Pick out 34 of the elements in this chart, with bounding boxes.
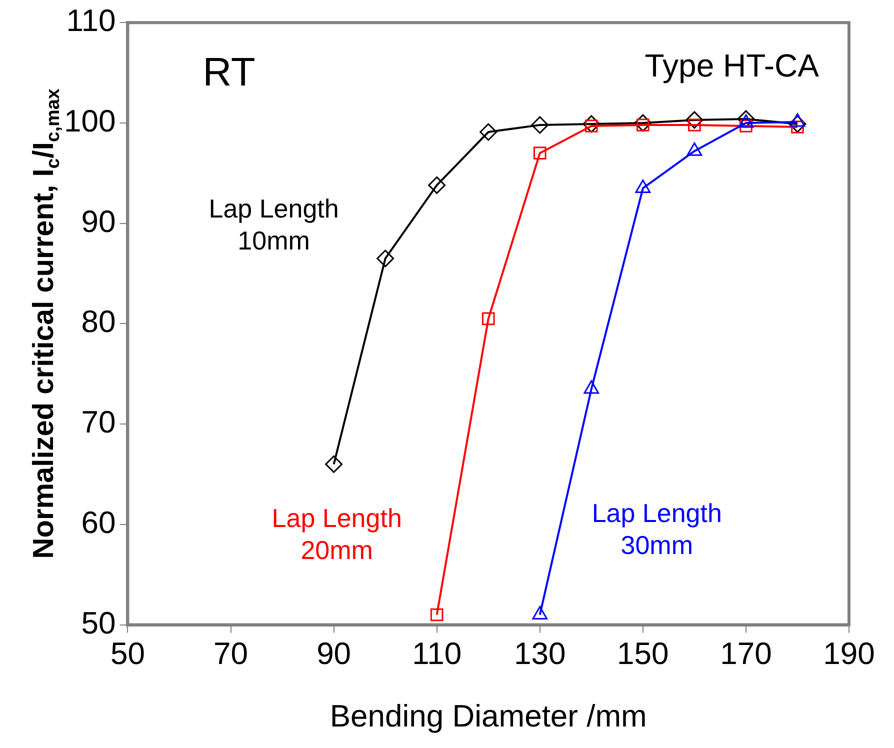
point	[737, 110, 755, 128]
y-tick-label: 80	[81, 304, 116, 340]
x-tick-label: 190	[823, 636, 875, 671]
y-axis-title: Normalized critical current, Ic/Ic,max	[28, 88, 63, 559]
point	[740, 120, 752, 132]
annotation: Type HT-CA	[644, 47, 820, 84]
series-label: Lap Length 10mm	[208, 193, 339, 256]
point	[686, 111, 704, 129]
point	[482, 312, 495, 326]
y-tick-label: 90	[81, 204, 116, 239]
y-tick-label: 100	[64, 104, 116, 139]
x-tick-label: 70	[214, 636, 248, 671]
point	[533, 146, 546, 160]
y-tick-label: 60	[81, 504, 116, 540]
x-axis-title: Bending Diameter /mm	[330, 698, 647, 734]
annotation: RT	[202, 50, 256, 95]
x-tick-label: 150	[617, 636, 669, 671]
point	[634, 114, 652, 132]
y-tick-label: 70	[81, 404, 116, 440]
point	[531, 116, 549, 134]
point	[582, 115, 600, 133]
point	[480, 123, 498, 141]
x-tick-label: 170	[720, 636, 772, 671]
series-label: Lap Length 30mm	[592, 498, 722, 560]
x-tick-label: 90	[316, 636, 352, 671]
y-tick-label: 110	[66, 3, 116, 38]
x-tick-label: 130	[514, 636, 566, 671]
point	[428, 176, 446, 194]
point	[430, 608, 444, 622]
series-label: Lap Length 20mm	[272, 502, 402, 565]
point	[376, 250, 394, 268]
point	[532, 606, 548, 620]
x-tick-label: 110	[412, 636, 462, 671]
point	[325, 455, 343, 473]
